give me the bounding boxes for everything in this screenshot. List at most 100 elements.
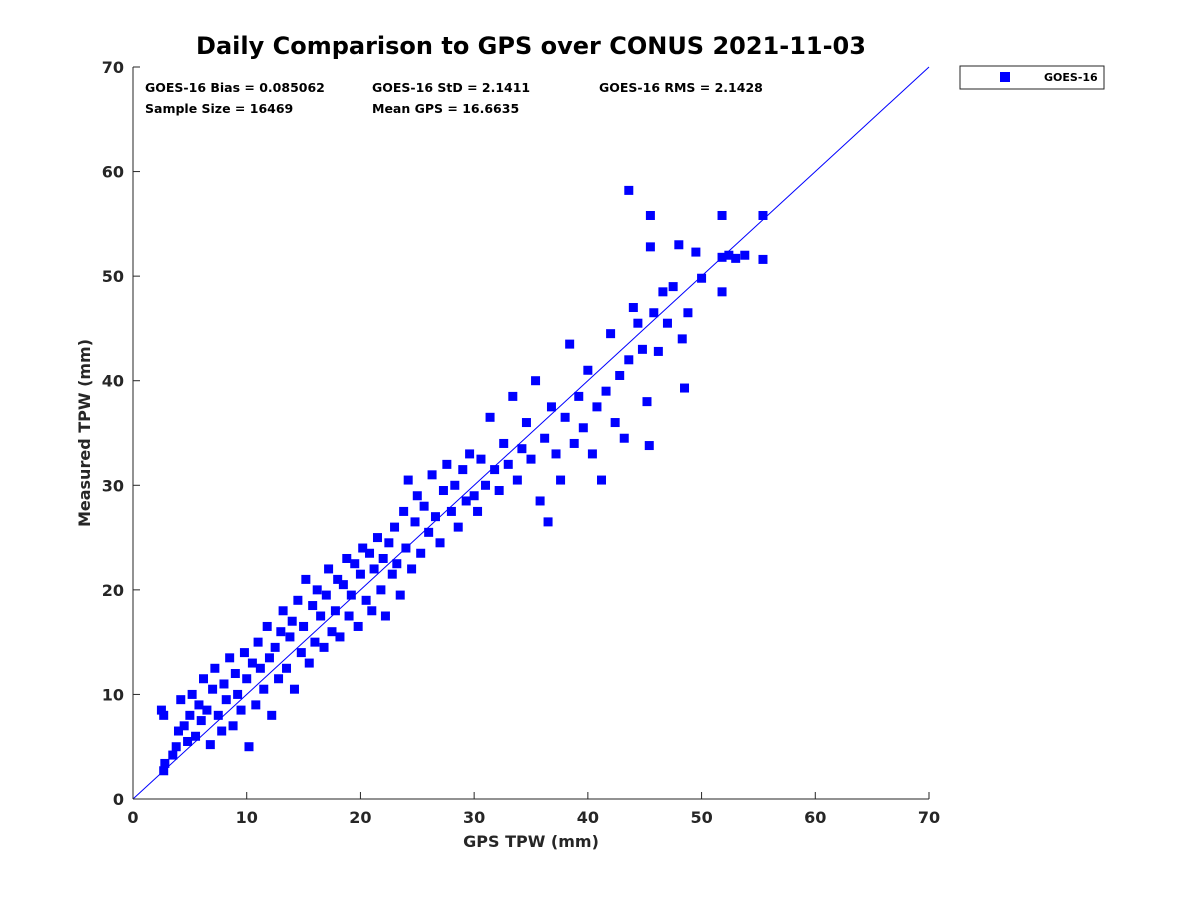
data-point [427,470,437,480]
data-point [384,538,394,548]
data-point [503,459,513,469]
data-point [296,648,306,658]
legend-marker-goes16 [1000,72,1010,82]
data-point [556,475,566,485]
data-point [633,318,643,328]
data-point [387,569,397,579]
data-point [587,449,597,459]
data-point [592,402,602,412]
stat-std: GOES-16 StD = 2.1411 [372,80,530,95]
data-point [683,308,693,318]
data-point [217,726,227,736]
x-tick-label: 0 [127,808,138,827]
stat-bias: GOES-16 Bias = 0.085062 [145,80,325,95]
data-point [476,454,486,464]
data-point [278,606,288,616]
data-point [276,627,286,637]
data-point [185,710,195,720]
data-point [338,580,348,590]
data-point [304,658,314,668]
data-point [319,642,329,652]
data-point [208,684,218,694]
data-point [481,480,491,490]
data-point [183,736,193,746]
data-point [508,391,518,401]
data-point [236,705,246,715]
x-axis-ticks: 0 10 20 30 40 50 60 70 [127,792,940,827]
data-point [191,731,201,741]
x-tick-label: 10 [236,808,258,827]
data-point [365,548,375,558]
data-point [461,496,471,506]
data-point [230,669,240,679]
data-point [213,710,223,720]
data-point [282,663,292,673]
data-point [450,480,460,490]
data-point [350,559,360,569]
data-point [380,611,390,621]
data-point [717,210,727,220]
y-tick-label: 50 [102,267,124,286]
data-point [453,522,463,532]
data-point [378,553,388,563]
stat-mean-gps: Mean GPS = 16.6635 [372,101,519,116]
data-point [285,632,295,642]
data-point [758,254,768,264]
data-point [344,611,354,621]
data-point [225,653,235,663]
data-point [327,627,337,637]
x-tick-label: 20 [349,808,371,827]
data-point [662,318,672,328]
data-point [691,247,701,257]
data-point [583,365,593,375]
y-axis-ticks: 0 10 20 30 40 50 60 70 [102,58,140,809]
data-point [624,355,634,365]
data-point [494,486,504,496]
data-point [316,611,326,621]
data-point [355,569,365,579]
data-point [176,695,186,705]
data-point [262,621,272,631]
data-point [597,475,607,485]
data-point [412,491,422,501]
legend-label-goes16: GOES-16 [1044,71,1098,84]
data-point [731,253,741,263]
data-point [416,548,426,558]
data-point [517,444,527,454]
data-point [168,750,178,760]
data-point [390,522,400,532]
data-point [312,585,322,595]
data-point [473,506,483,516]
data-point [658,287,668,297]
data-point [435,538,445,548]
y-tick-label: 70 [102,58,124,77]
data-point [196,716,206,726]
y-tick-label: 30 [102,476,124,495]
data-point [407,564,417,574]
data-point [637,344,647,354]
x-axis-label: GPS TPW (mm) [463,832,599,851]
data-point [372,533,382,543]
data-point [645,242,655,252]
data-point [233,689,243,699]
data-point [644,441,654,451]
data-point [228,721,238,731]
y-tick-label: 10 [102,685,124,704]
data-point [299,621,309,631]
x-tick-label: 30 [463,808,485,827]
data-point [270,642,280,652]
data-point [159,766,169,776]
data-point [244,742,254,752]
data-point [442,459,452,469]
data-point [205,740,215,750]
data-point [624,185,634,195]
data-point [330,606,340,616]
data-point [717,287,727,297]
data-point [342,553,352,563]
data-point [610,418,620,428]
data-point [369,564,379,574]
data-point [367,606,377,616]
data-point [499,438,509,448]
data-point [601,386,611,396]
